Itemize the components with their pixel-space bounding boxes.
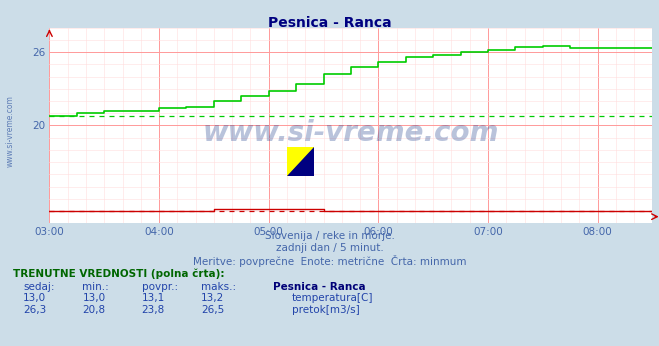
- Text: maks.:: maks.:: [201, 282, 236, 292]
- Text: 20,8: 20,8: [82, 305, 105, 315]
- Text: 13,2: 13,2: [201, 293, 224, 303]
- Text: sedaj:: sedaj:: [23, 282, 55, 292]
- Polygon shape: [287, 147, 314, 176]
- Text: Slovenija / reke in morje.: Slovenija / reke in morje.: [264, 231, 395, 241]
- Text: 26,5: 26,5: [201, 305, 224, 315]
- Text: Meritve: povprečne  Enote: metrične  Črta: minmum: Meritve: povprečne Enote: metrične Črta:…: [192, 255, 467, 267]
- Text: www.si-vreme.com: www.si-vreme.com: [5, 95, 14, 167]
- Text: Pesnica - Ranca: Pesnica - Ranca: [273, 282, 366, 292]
- Polygon shape: [287, 147, 314, 176]
- Text: 23,8: 23,8: [142, 305, 165, 315]
- Text: zadnji dan / 5 minut.: zadnji dan / 5 minut.: [275, 243, 384, 253]
- Text: TRENUTNE VREDNOSTI (polna črta):: TRENUTNE VREDNOSTI (polna črta):: [13, 268, 225, 279]
- Polygon shape: [287, 147, 314, 176]
- Text: temperatura[C]: temperatura[C]: [292, 293, 374, 303]
- Text: 13,0: 13,0: [82, 293, 105, 303]
- Text: 13,1: 13,1: [142, 293, 165, 303]
- Text: pretok[m3/s]: pretok[m3/s]: [292, 305, 360, 315]
- Text: min.:: min.:: [82, 282, 109, 292]
- Text: 26,3: 26,3: [23, 305, 46, 315]
- Text: Pesnica - Ranca: Pesnica - Ranca: [268, 16, 391, 29]
- Text: 13,0: 13,0: [23, 293, 46, 303]
- Text: povpr.:: povpr.:: [142, 282, 178, 292]
- Text: www.si-vreme.com: www.si-vreme.com: [203, 119, 499, 147]
